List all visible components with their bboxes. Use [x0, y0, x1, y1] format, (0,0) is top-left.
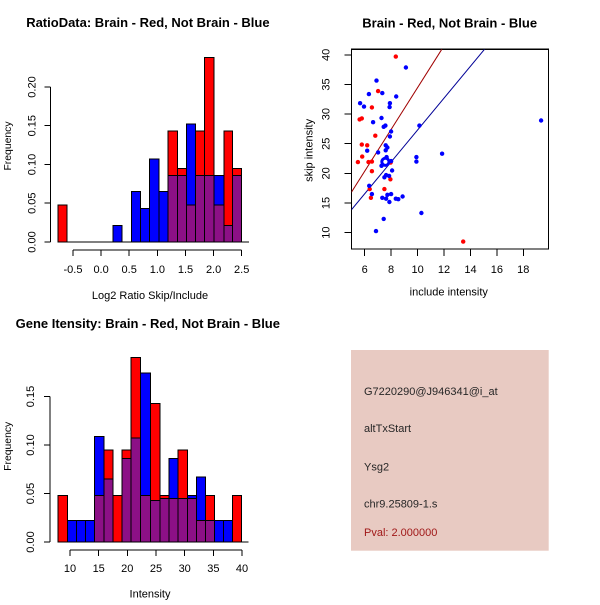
svg-text:40: 40 — [236, 563, 248, 575]
svg-text:Brain - Red, Not Brain - Blue: Brain - Red, Not Brain - Blue — [362, 16, 537, 31]
svg-text:2.0: 2.0 — [206, 264, 221, 276]
svg-text:18: 18 — [517, 264, 529, 276]
svg-text:40: 40 — [321, 49, 333, 61]
svg-text:8: 8 — [388, 264, 394, 276]
svg-text:0.10: 0.10 — [27, 154, 39, 175]
svg-text:35: 35 — [321, 78, 333, 90]
svg-text:6: 6 — [362, 264, 368, 276]
svg-text:Log2 Ratio Skip/Include: Log2 Ratio Skip/Include — [92, 290, 208, 302]
svg-text:20: 20 — [321, 167, 333, 179]
svg-text:Frequency: Frequency — [3, 421, 14, 471]
svg-text:2.5: 2.5 — [234, 264, 249, 276]
svg-text:15: 15 — [93, 563, 105, 575]
svg-text:0.00: 0.00 — [25, 531, 37, 552]
svg-text:0.10: 0.10 — [25, 434, 37, 455]
svg-text:altTxStart: altTxStart — [364, 423, 411, 435]
svg-text:16: 16 — [491, 264, 503, 276]
svg-text:1.5: 1.5 — [178, 264, 193, 276]
svg-text:20: 20 — [121, 563, 133, 575]
svg-text:0.00: 0.00 — [27, 231, 39, 252]
svg-text:skip intensity: skip intensity — [304, 118, 316, 181]
svg-text:0.5: 0.5 — [122, 264, 137, 276]
svg-text:30: 30 — [321, 108, 333, 120]
svg-text:chr9.25809-1.s: chr9.25809-1.s — [364, 499, 438, 511]
svg-text:0.05: 0.05 — [27, 192, 39, 213]
svg-text:15: 15 — [321, 197, 333, 209]
svg-text:RatioData: Brain - Red, Not Br: RatioData: Brain - Red, Not Brain - Blue — [26, 15, 269, 30]
svg-text:10: 10 — [321, 226, 333, 238]
svg-text:0.15: 0.15 — [25, 386, 37, 407]
svg-text:Intensity: Intensity — [130, 589, 171, 601]
svg-text:10: 10 — [64, 563, 76, 575]
svg-text:25: 25 — [150, 563, 162, 575]
svg-text:35: 35 — [207, 563, 219, 575]
svg-text:Gene Itensity: Brain - Red, No: Gene Itensity: Brain - Red, Not Brain - … — [16, 316, 280, 331]
svg-text:Pval: 2.000000: Pval: 2.000000 — [364, 527, 437, 539]
svg-text:10: 10 — [411, 264, 423, 276]
svg-text:Ysg2: Ysg2 — [364, 461, 389, 473]
svg-text:30: 30 — [179, 563, 191, 575]
svg-text:12: 12 — [438, 264, 450, 276]
svg-text:0.20: 0.20 — [27, 76, 39, 97]
svg-text:G7220290@J946341@i_at: G7220290@J946341@i_at — [364, 386, 498, 398]
svg-text:0.05: 0.05 — [25, 483, 37, 504]
svg-text:14: 14 — [464, 264, 476, 276]
svg-text:25: 25 — [321, 138, 333, 150]
svg-text:0.15: 0.15 — [27, 115, 39, 136]
svg-text:0.0: 0.0 — [93, 264, 108, 276]
svg-text:-0.5: -0.5 — [64, 264, 83, 276]
svg-text:include intensity: include intensity — [410, 287, 489, 299]
svg-text:1.0: 1.0 — [150, 264, 165, 276]
svg-text:Frequency: Frequency — [3, 121, 14, 171]
